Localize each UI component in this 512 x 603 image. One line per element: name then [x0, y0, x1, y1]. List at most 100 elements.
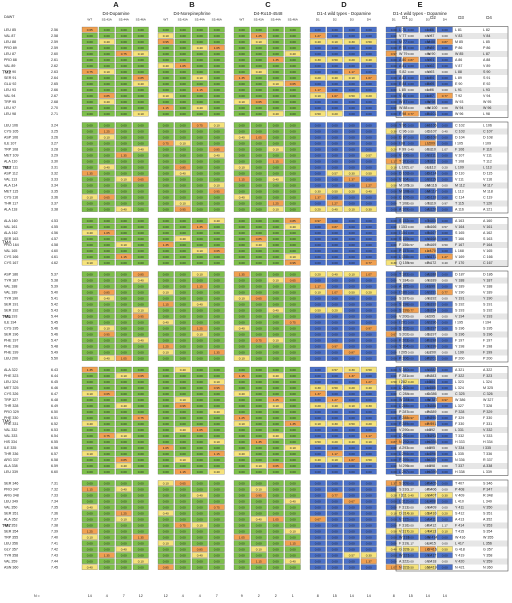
cell-value: 0.00 [290, 159, 296, 163]
heatmap-cell [284, 122, 301, 128]
heatmap-cell [81, 122, 98, 128]
cell-value: 0.00 [391, 320, 397, 324]
alignment-residue: I 190 [427, 284, 435, 288]
cell-value: 0.00 [256, 350, 262, 354]
cell-value: 0.00 [239, 255, 245, 259]
cell-value: 0.00 [214, 374, 220, 378]
heatmap-cell [115, 140, 132, 146]
cell-value: 0.00 [273, 219, 279, 223]
cell-value: 0.00 [332, 356, 338, 360]
cell-value: 0.00 [366, 249, 372, 253]
cell-value: 0.75 [256, 338, 262, 342]
cell-value: 0.00 [391, 82, 397, 86]
cell-value: 1.35 [256, 440, 262, 444]
dawt-value: 7.38 [51, 523, 58, 527]
cell-value: 0.00 [332, 159, 338, 163]
residue-label: LEU 85 [4, 28, 16, 32]
cell-value: 0.00 [197, 261, 203, 265]
alignment-residue: L 324 [483, 380, 492, 384]
cell-value: 0.00 [391, 76, 397, 80]
cell-value: 0.00 [366, 320, 372, 324]
cell-value: 0.00 [197, 565, 203, 569]
cell-value: 0.00 [214, 52, 220, 56]
alignment-residue: Y 184 [399, 278, 408, 282]
cell-value: 0.00 [104, 565, 110, 569]
cell-value: 0.00 [408, 296, 414, 300]
alignment-residue: P 328 [455, 410, 464, 414]
cell-value: 0.40 [315, 40, 321, 44]
cell-value: 0.00 [256, 278, 262, 282]
heatmap-cell [343, 98, 360, 105]
alignment-residue: D 97 [399, 135, 407, 139]
cell-value: 0.00 [214, 547, 220, 551]
cell-value: 0.00 [121, 350, 127, 354]
heatmap-cell [309, 140, 326, 146]
heatmap-cell [250, 176, 267, 182]
cell-value: 0.30 [391, 261, 397, 265]
residue-label: ASP 112 [4, 171, 18, 175]
cell-value: 0.00 [104, 380, 110, 384]
cell-value: 0.00 [391, 219, 397, 223]
alignment-residue: S 193 [455, 308, 464, 312]
cell-value: 0.00 [391, 314, 397, 318]
cell-value: 0.00 [290, 76, 296, 80]
heatmap-cell [208, 50, 225, 57]
cell-value: 0.00 [349, 487, 355, 491]
dawt-value: 3.35 [51, 189, 58, 193]
cell-value: 0.00 [121, 76, 127, 80]
residue-label: LEU 106 [4, 123, 18, 127]
heatmap-cell [208, 104, 225, 111]
cell-value: 0.00 [180, 302, 186, 306]
cell-value: 0.00 [214, 523, 220, 527]
alignment-residue: S 199 [399, 308, 408, 312]
heatmap-cell [360, 68, 377, 75]
cell-value: 0.00 [197, 505, 203, 509]
cell-value: 0.10 [163, 481, 169, 485]
alignment-residue: Y 190 [483, 296, 492, 300]
cell-value: 1.15 [290, 541, 296, 545]
cell-value: 0.00 [349, 278, 355, 282]
heatmap-cell [157, 98, 174, 105]
cell-value: 0.00 [197, 338, 203, 342]
cell-value: 0.00 [391, 452, 397, 456]
cell-value: 0.00 [197, 511, 203, 515]
dawt-value: 4.55 [51, 225, 58, 229]
cell-value: 0.00 [87, 76, 93, 80]
cell-value: 0.00 [104, 368, 110, 372]
cell-value: 0.00 [442, 559, 448, 563]
n-value: 9 [241, 594, 243, 598]
residue-label: ASN 360 [4, 565, 18, 569]
cell-value: 0.00 [391, 201, 397, 205]
alignment-residue: V 407 [427, 493, 436, 497]
cell-value: 0.00 [256, 207, 262, 211]
cell-value: 0.00 [391, 428, 397, 432]
cell-value: 0.00 [214, 517, 220, 521]
heatmap-cell [360, 50, 377, 57]
cell-value: 0.10 [273, 278, 279, 282]
heatmap-cell [81, 80, 98, 87]
cell-value: 0.00 [273, 231, 279, 235]
alignment-residue: V 418 [427, 559, 436, 563]
heatmap-cell [436, 176, 453, 182]
cell-value: 0.00 [214, 94, 220, 98]
section-letter: C [265, 0, 271, 9]
cell-value: 0.00 [104, 278, 110, 282]
alignment-residue: S 351 [483, 511, 492, 515]
cell-value: 1.35 [197, 225, 203, 229]
cell-value: 0.00 [408, 177, 414, 181]
cell-value: 0.00 [180, 493, 186, 497]
cell-value: 0.50 [315, 112, 321, 116]
alignment-residue: V 350 [483, 505, 492, 509]
heatmap-cell [360, 182, 377, 188]
cell-value: 0.00 [408, 356, 414, 360]
cell-value: 0.00 [391, 171, 397, 175]
alignment-residue: D 103 [399, 171, 409, 175]
heatmap-cell [343, 62, 360, 69]
cell-value: 0.00 [391, 237, 397, 241]
heatmap-cell [174, 110, 191, 117]
cell-value: 0.00 [273, 249, 279, 253]
cell-value: 0.00 [391, 559, 397, 563]
heatmap-cell [157, 68, 174, 75]
dawt-value: 3.27 [51, 141, 58, 145]
cell-value: 0.00 [180, 499, 186, 503]
